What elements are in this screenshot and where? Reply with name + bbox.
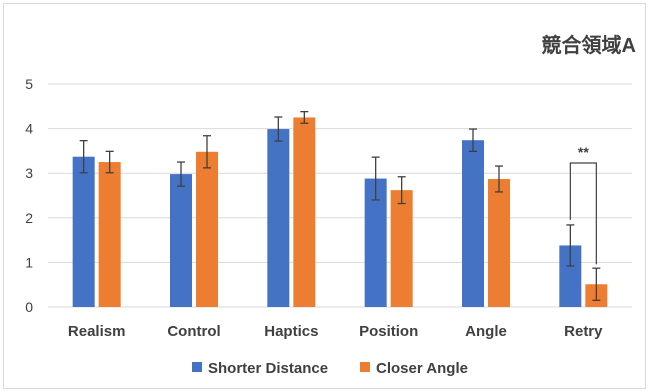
y-tick-label: 2 <box>25 210 33 226</box>
y-tick-label: 0 <box>25 299 33 315</box>
bar-control-series-1 <box>170 174 192 307</box>
chart-title: 競合領域A <box>542 33 636 57</box>
error-bar <box>566 224 575 267</box>
legend-label: Closer Angle <box>376 360 468 377</box>
bar-realism-series-2 <box>98 162 121 307</box>
bar-angle-series-2 <box>488 178 510 307</box>
significance-annotations: ** <box>569 144 597 265</box>
x-tick-label: Haptics <box>264 323 318 340</box>
y-tick-label: 5 <box>25 76 33 92</box>
legend-swatch <box>192 362 202 372</box>
significance-label: ** <box>578 144 589 160</box>
error-bar <box>177 161 185 187</box>
bar-haptics-series-2 <box>293 117 316 307</box>
bars <box>72 117 608 307</box>
y-axis-ticks: 0 1 2 3 4 5 <box>25 76 33 315</box>
error-bar <box>79 139 88 174</box>
gridlines <box>48 83 632 308</box>
y-tick-label: 3 <box>25 165 33 181</box>
error-bars <box>79 111 601 301</box>
y-tick-label: 1 <box>25 254 33 270</box>
significance-bracket <box>569 162 597 265</box>
bar-control-series-2 <box>196 151 218 307</box>
bar-position-series-2 <box>390 190 413 307</box>
bar-realism-series-1 <box>72 156 95 307</box>
error-bar <box>592 267 601 301</box>
x-tick-label: Position <box>359 323 418 340</box>
legend-label: Shorter Distance <box>208 360 328 377</box>
error-bar <box>203 135 211 169</box>
x-axis-labels: Realism Control Haptics Position Angle Retry <box>68 323 603 340</box>
bar-retry-series-1 <box>559 245 582 307</box>
x-tick-label: Control <box>167 323 220 340</box>
chart-frame <box>3 3 646 389</box>
x-tick-label: Retry <box>564 323 603 340</box>
legend-item-1: Shorter Distance <box>192 360 328 377</box>
error-bar <box>105 150 114 174</box>
legend-item-2: Closer Angle <box>360 360 468 377</box>
bar-angle-series-1 <box>462 140 484 307</box>
error-bar <box>397 176 406 205</box>
error-bar <box>495 165 503 193</box>
x-tick-label: Realism <box>68 323 126 340</box>
error-bar <box>274 116 283 142</box>
legend: Shorter Distance Closer Angle <box>192 360 468 377</box>
bar-position-series-1 <box>364 178 387 307</box>
bar-haptics-series-1 <box>267 129 290 307</box>
legend-swatch <box>360 362 370 372</box>
error-bar <box>371 156 380 201</box>
error-bar <box>469 128 477 152</box>
x-tick-label: Angle <box>465 323 507 340</box>
y-tick-label: 4 <box>25 121 33 137</box>
error-bar <box>300 111 309 124</box>
